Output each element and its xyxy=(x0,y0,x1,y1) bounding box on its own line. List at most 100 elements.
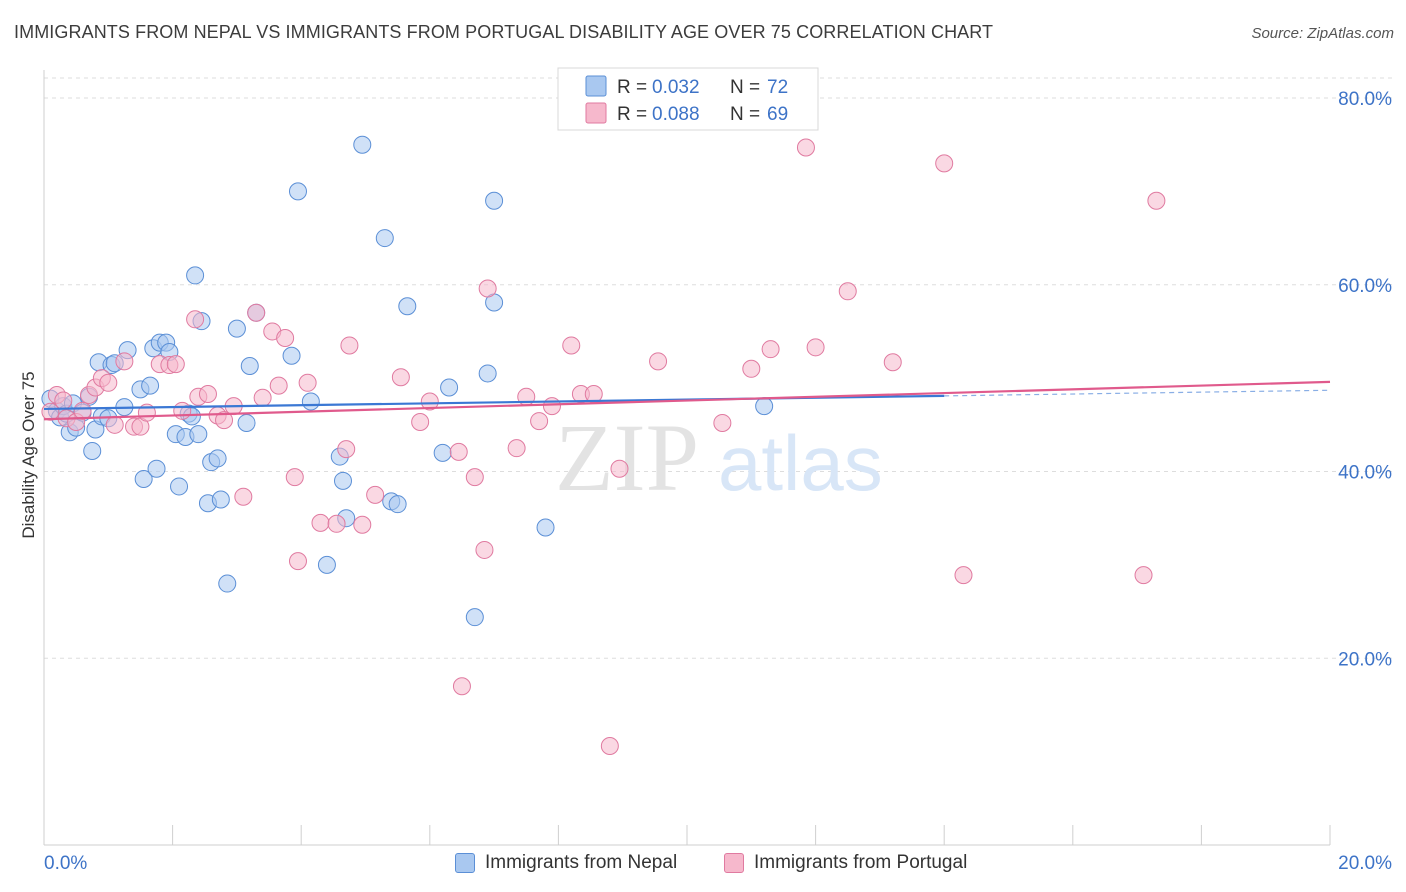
y-tick-label: 60.0% xyxy=(1338,276,1392,297)
x-tick-label-min: 0.0% xyxy=(44,853,87,874)
data-point-portugal xyxy=(1147,191,1166,210)
axes xyxy=(43,70,1331,846)
data-point-portugal xyxy=(234,487,253,506)
y-tick-label: 80.0% xyxy=(1338,89,1392,110)
watermark: ZIP atlas xyxy=(555,404,883,511)
data-point-portugal xyxy=(73,401,92,420)
data-point-nepal xyxy=(388,495,407,514)
data-point-nepal xyxy=(375,229,394,248)
data-point-nepal xyxy=(440,378,459,397)
data-point-portugal xyxy=(99,373,118,392)
data-point-portugal xyxy=(288,552,307,571)
legend-r-value-portugal: 0.088 xyxy=(652,104,700,125)
data-point-portugal xyxy=(41,402,60,421)
chart-title: IMMIGRANTS FROM NEPAL VS IMMIGRANTS FROM… xyxy=(14,22,994,42)
data-point-portugal xyxy=(420,392,439,411)
data-point-nepal xyxy=(134,469,153,488)
data-points xyxy=(41,135,1166,756)
data-point-portugal xyxy=(796,138,815,157)
data-point-nepal xyxy=(485,191,504,210)
data-point-portugal xyxy=(337,440,356,459)
data-point-nepal xyxy=(147,459,166,478)
y-tick-label: 40.0% xyxy=(1338,463,1392,484)
data-point-portugal xyxy=(530,412,549,431)
data-point-portugal xyxy=(507,439,526,458)
legend-label-portugal: Immigrants from Portugal xyxy=(754,852,968,873)
trend-extension-nepal xyxy=(944,389,1331,397)
data-point-nepal xyxy=(237,413,256,432)
data-point-portugal xyxy=(285,468,304,487)
data-point-portugal xyxy=(475,540,494,559)
data-point-portugal xyxy=(610,459,629,478)
data-point-nepal xyxy=(282,346,301,365)
data-point-portugal xyxy=(115,352,134,371)
legend-bottom: Immigrants from Nepal Immigrants from Po… xyxy=(0,852,1406,878)
data-point-portugal xyxy=(954,566,973,585)
legend-label-nepal: Immigrants from Nepal xyxy=(485,852,678,873)
data-point-nepal xyxy=(189,425,208,444)
data-point-portugal xyxy=(276,328,295,347)
data-point-portugal xyxy=(806,338,825,357)
data-point-portugal xyxy=(1134,566,1153,585)
tick-labels: 20.0% 40.0% 60.0% 80.0% 0.0% 20.0% xyxy=(44,89,1392,874)
data-point-nepal xyxy=(317,555,336,574)
data-point-portugal xyxy=(883,353,902,372)
data-point-nepal xyxy=(240,356,259,375)
data-point-nepal xyxy=(433,443,452,462)
data-point-nepal xyxy=(141,376,160,395)
data-point-portugal xyxy=(105,415,124,434)
data-point-portugal xyxy=(198,385,217,404)
legend-swatch-nepal-bottom xyxy=(455,853,475,873)
legend-n-value-portugal: 69 xyxy=(767,104,788,125)
data-point-portugal xyxy=(54,391,73,410)
data-point-portugal xyxy=(327,514,346,533)
legend-r-value-nepal: 0.032 xyxy=(652,77,700,98)
data-point-portugal xyxy=(166,355,185,374)
data-point-portugal xyxy=(186,310,205,329)
trend-line-portugal xyxy=(43,380,1331,421)
data-point-nepal xyxy=(208,449,227,468)
data-point-portugal xyxy=(411,413,430,432)
trend-lines xyxy=(43,380,1331,421)
data-point-nepal xyxy=(398,297,417,316)
legend-top: R = 0.032 N = 72 R = 0.088 N = 69 xyxy=(557,67,819,131)
data-point-portugal xyxy=(353,515,372,534)
data-point-portugal xyxy=(449,442,468,461)
data-point-portugal xyxy=(173,401,192,420)
legend-r-label-nepal: R = xyxy=(617,77,647,98)
data-point-portugal xyxy=(298,373,317,392)
data-point-portugal xyxy=(649,352,668,371)
x-tick-label-max: 20.0% xyxy=(1338,853,1392,874)
legend-item-portugal: Immigrants from Portugal xyxy=(724,852,967,874)
legend-n-label-nepal: N = xyxy=(730,77,760,98)
data-point-nepal xyxy=(536,518,555,537)
data-point-nepal xyxy=(755,397,774,416)
watermark-zip: ZIP xyxy=(555,404,699,511)
legend-n-value-nepal: 72 xyxy=(767,77,788,98)
data-point-portugal xyxy=(478,279,497,298)
data-point-nepal xyxy=(83,441,102,460)
data-point-nepal xyxy=(211,490,230,509)
data-point-nepal xyxy=(170,477,189,496)
legend-swatch-nepal xyxy=(585,75,607,97)
source-label: Source: ZipAtlas.com xyxy=(1251,25,1394,42)
legend-r-label-portugal: R = xyxy=(617,104,647,125)
data-point-nepal xyxy=(186,266,205,285)
data-point-portugal xyxy=(340,336,359,355)
y-axis-label: Disability Age Over 75 xyxy=(19,371,38,538)
data-point-nepal xyxy=(301,392,320,411)
data-point-portugal xyxy=(215,411,234,430)
data-point-portugal xyxy=(542,397,561,416)
watermark-atlas: atlas xyxy=(718,419,883,507)
legend-swatch-portugal-bottom xyxy=(724,853,744,873)
data-point-portugal xyxy=(465,468,484,487)
data-point-portugal xyxy=(391,368,410,387)
data-point-nepal xyxy=(333,471,352,490)
data-point-portugal xyxy=(713,413,732,432)
data-point-portugal xyxy=(600,737,619,756)
y-tick-label: 20.0% xyxy=(1338,649,1392,670)
data-point-portugal xyxy=(452,677,471,696)
data-point-portugal xyxy=(269,376,288,395)
data-point-portugal xyxy=(311,513,330,532)
